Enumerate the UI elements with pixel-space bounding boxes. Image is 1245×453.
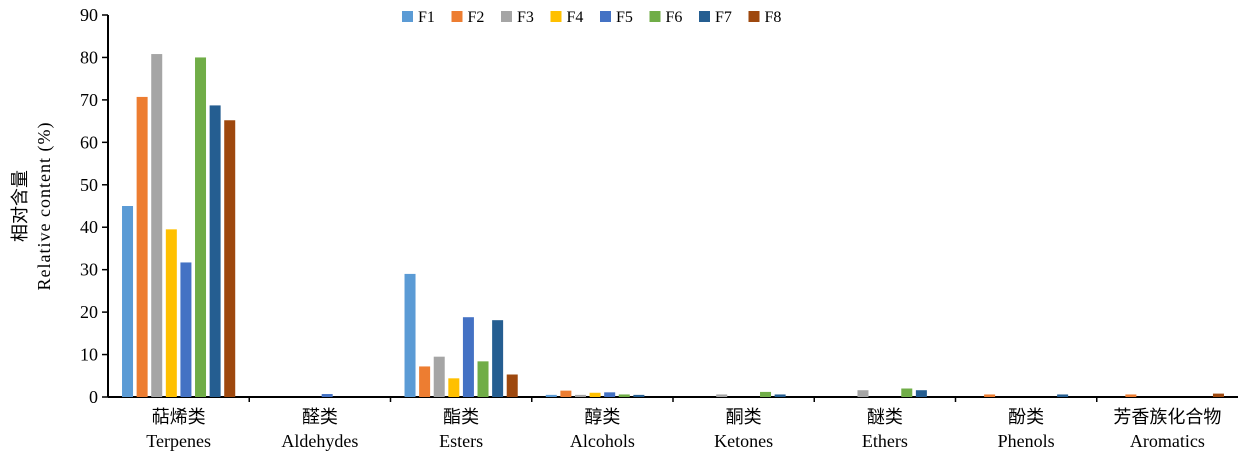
y-tick-label: 20 bbox=[80, 302, 98, 322]
legend-swatch-f4 bbox=[550, 11, 562, 22]
x-tick-label-en: Phenols bbox=[998, 431, 1055, 451]
x-tick-label-cn: 醚类 bbox=[867, 407, 903, 428]
y-tick-label: 0 bbox=[89, 387, 98, 407]
bar-f2-phenols bbox=[984, 394, 996, 397]
bar-f7-ethers bbox=[915, 390, 927, 397]
y-tick-label: 80 bbox=[80, 47, 98, 67]
bar-f7-alcohols bbox=[633, 394, 645, 397]
legend-label-f6: F6 bbox=[666, 9, 683, 26]
legend-swatch-f8 bbox=[748, 11, 760, 22]
legend-swatch-f6 bbox=[649, 11, 661, 22]
y-tick-label: 40 bbox=[80, 217, 98, 237]
bar-f4-esters bbox=[448, 378, 460, 397]
legend-swatch-f1 bbox=[402, 11, 413, 22]
y-tick-label: 70 bbox=[80, 90, 98, 110]
legend-label-f1: F1 bbox=[418, 9, 435, 26]
x-tick-label-en: Ethers bbox=[862, 431, 908, 451]
y-tick-label: 10 bbox=[80, 345, 98, 365]
y-axis-title-en: Relative content (%) bbox=[34, 122, 55, 291]
x-tick-label-en: Aldehydes bbox=[281, 431, 358, 451]
bar-f8-esters bbox=[506, 374, 518, 397]
legend-swatch-f5 bbox=[600, 11, 611, 22]
y-tick-label: 30 bbox=[80, 260, 98, 280]
bar-f5-alcohols bbox=[604, 392, 616, 397]
bar-f3-ethers bbox=[857, 390, 869, 397]
bar-f2-alcohols bbox=[560, 390, 572, 397]
legend-swatch-f2 bbox=[451, 11, 463, 22]
legend-swatch-f7 bbox=[699, 11, 710, 22]
bar-f7-ketones bbox=[774, 394, 786, 397]
legend-label-f8: F8 bbox=[765, 9, 782, 26]
bar-f7-esters bbox=[492, 320, 504, 397]
bar-f5-terpenes bbox=[180, 262, 192, 397]
legend: F1 F2 F3 F4 F5 F6 F7 F8 bbox=[402, 9, 781, 26]
bar-f5-esters bbox=[462, 317, 474, 397]
bar-f4-alcohols bbox=[589, 392, 601, 397]
bar-f3-esters bbox=[433, 356, 445, 397]
legend-label-f2: F2 bbox=[468, 9, 485, 26]
legend-label-f7: F7 bbox=[715, 9, 732, 26]
bar-f3-terpenes bbox=[151, 54, 163, 397]
legend-label-f4: F4 bbox=[567, 9, 584, 26]
bar-f1-alcohols bbox=[545, 394, 557, 397]
bar-f6-esters bbox=[477, 361, 489, 397]
x-tick-label-en: Ketones bbox=[714, 431, 773, 451]
bar-f8-terpenes bbox=[224, 120, 236, 398]
legend-label-f5: F5 bbox=[616, 9, 633, 26]
x-tick-label-cn: 萜烯类 bbox=[152, 407, 206, 428]
x-tick-label-cn: 醛类 bbox=[302, 407, 338, 428]
x-tick-label-en: Alcohols bbox=[570, 431, 635, 451]
legend-label-f3: F3 bbox=[517, 9, 534, 26]
bar-f6-ethers bbox=[901, 388, 913, 397]
y-tick-label: 50 bbox=[80, 175, 98, 195]
x-tick-label-en: Esters bbox=[439, 431, 483, 451]
bar-f6-terpenes bbox=[195, 57, 207, 397]
bar-f4-terpenes bbox=[165, 229, 177, 397]
y-tick-label: 60 bbox=[80, 132, 98, 152]
bar-f2-esters bbox=[419, 366, 431, 397]
bar-f6-alcohols bbox=[618, 394, 630, 397]
x-tick-label-cn: 酚类 bbox=[1008, 407, 1044, 428]
x-tick-label-cn: 芳香族化合物 bbox=[1113, 407, 1221, 428]
axes: 0 10 20 30 40 50 60 70 80 90 bbox=[80, 5, 1238, 407]
bars bbox=[122, 54, 1224, 398]
x-tick-label-cn: 酮类 bbox=[726, 407, 762, 428]
bar-f8-aromatics bbox=[1212, 393, 1224, 397]
y-axis-title: 相对含量 Relative content (%) bbox=[10, 122, 55, 291]
bar-f6-ketones bbox=[760, 391, 772, 397]
legend-swatch-f3 bbox=[501, 11, 512, 22]
y-axis-title-cn: 相对含量 bbox=[10, 170, 31, 242]
x-tick-label-cn: 醇类 bbox=[584, 407, 620, 428]
x-axis-labels: 萜烯类 Terpenes 醛类 Aldehydes 酯类 Esters 醇类 Alcohols… bbox=[146, 407, 1221, 451]
bar-f1-esters bbox=[404, 273, 416, 397]
bar-f2-terpenes bbox=[136, 96, 148, 397]
x-tick-label-en: Terpenes bbox=[146, 431, 211, 451]
bar-f5-aldehydes bbox=[321, 394, 333, 397]
bar-f7-terpenes bbox=[209, 105, 221, 397]
x-tick-label-cn: 酯类 bbox=[443, 407, 479, 428]
bar-f7-phenols bbox=[1057, 394, 1069, 397]
x-tick-label-en: Aromatics bbox=[1130, 431, 1205, 451]
y-tick-label: 90 bbox=[80, 5, 98, 25]
bar-f3-alcohols bbox=[574, 394, 586, 397]
bar-f3-ketones bbox=[716, 394, 728, 397]
bar-f1-terpenes bbox=[122, 206, 134, 397]
bar-f2-aromatics bbox=[1125, 394, 1137, 397]
